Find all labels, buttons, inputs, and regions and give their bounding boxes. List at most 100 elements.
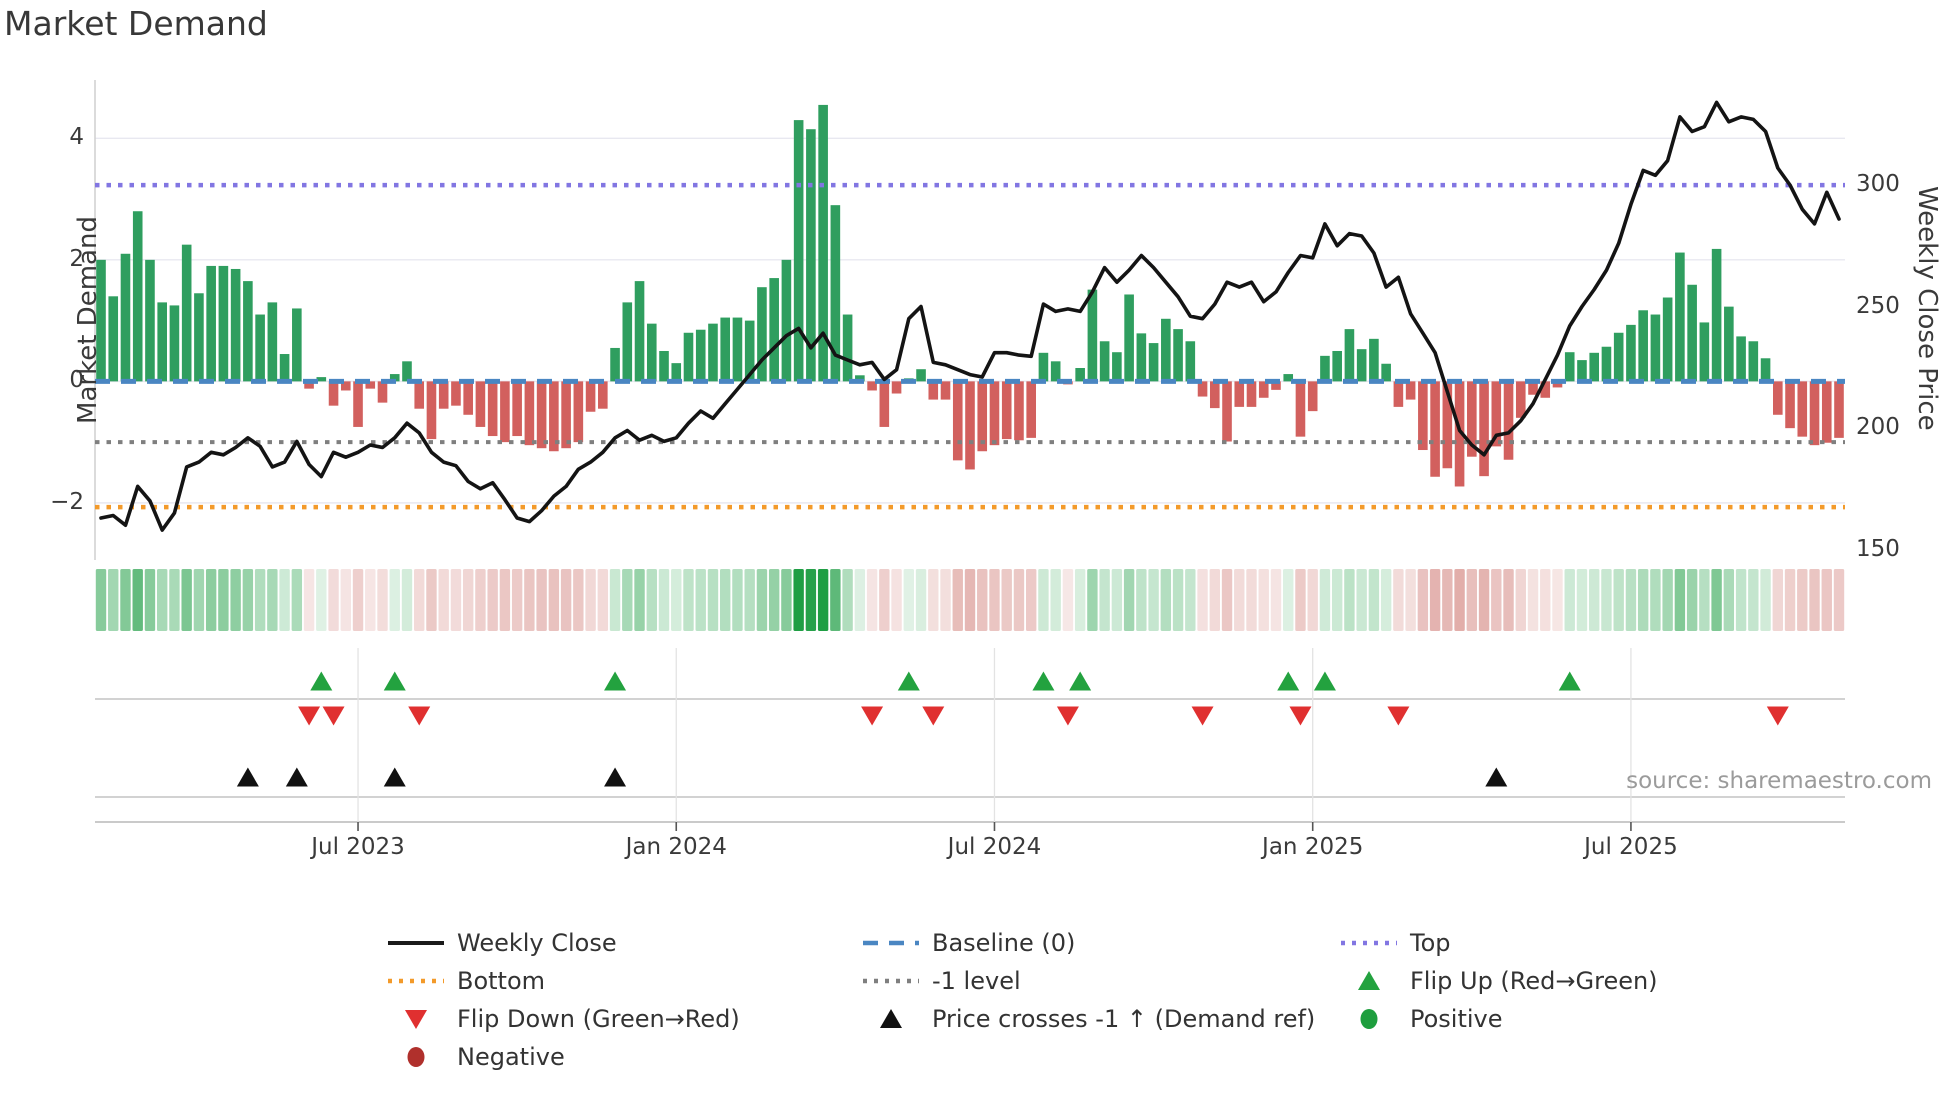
heatmap-cell (328, 569, 339, 631)
demand-bar (1601, 346, 1612, 382)
heatmap-cell (1637, 569, 1649, 631)
heatmap-cell (1576, 569, 1588, 631)
demand-bar (671, 363, 682, 382)
demand-bar (438, 381, 449, 409)
price-cross-marker (236, 767, 259, 787)
demand-bar (414, 381, 425, 409)
heatmap-cell (181, 569, 192, 631)
heatmap-cell (169, 569, 180, 631)
demand-bar (879, 381, 890, 427)
flip-down-marker (1766, 706, 1789, 726)
demand-bar (1124, 294, 1134, 382)
heatmap-cell (732, 569, 743, 631)
demand-bar (194, 293, 204, 382)
heatmap-cell (132, 569, 143, 631)
demand-bar (181, 244, 192, 382)
legend-label: Weekly Close (457, 929, 617, 957)
heatmap-cell (1380, 569, 1392, 631)
demand-bar (1112, 352, 1122, 382)
legend: Weekly Close Baseline (0) Top Bottom -1 leve… (0, 920, 1960, 1090)
demand-bar (549, 381, 559, 452)
demand-bar (830, 205, 841, 382)
heatmap-cell (1674, 569, 1686, 631)
heatmap-cell (609, 569, 621, 631)
demand-bar (1087, 289, 1098, 382)
heatmap-cell (1087, 569, 1098, 631)
heatmap-cell (1784, 569, 1796, 631)
demand-bar (1626, 324, 1636, 382)
heatmap-cell (156, 569, 168, 631)
demand-bar (744, 320, 755, 382)
legend-label: Flip Up (Red→Green) (1410, 967, 1658, 995)
heatmap-cell (915, 569, 927, 631)
line-solid-legend-swatch (385, 930, 447, 956)
demand-bar (720, 317, 731, 382)
demand-bar (500, 381, 510, 443)
heatmap-cell (1797, 569, 1808, 631)
heatmap-cell (1466, 569, 1478, 631)
flip-up-marker (310, 671, 333, 691)
demand-bar (267, 302, 278, 382)
heatmap-cell (879, 569, 890, 631)
demand-bar (475, 381, 486, 427)
heatmap-cell (940, 569, 951, 631)
demand-bar (132, 211, 143, 382)
demand-bar (1356, 349, 1367, 382)
heatmap-cell (1723, 569, 1735, 631)
demand-bar (1173, 329, 1183, 382)
weekly-close-line (99, 100, 1841, 532)
heatmap-cell (1650, 569, 1661, 631)
right-axis-tick: 300 (1856, 170, 1900, 197)
heatmap-cell (291, 569, 303, 631)
heatmap-cell (573, 569, 584, 631)
demand-bar (1454, 381, 1465, 487)
heatmap-cell (744, 569, 755, 631)
heatmap-cell (1454, 569, 1465, 631)
demand-bar (1650, 314, 1661, 382)
demand-bar (1675, 252, 1685, 382)
demand-bar (1760, 358, 1771, 382)
heatmap-cell (414, 569, 425, 631)
left-axis-label: Market Demand (73, 216, 103, 424)
heatmap-cell (903, 569, 915, 631)
demand-bar (1344, 329, 1355, 382)
demand-bar (1234, 381, 1245, 407)
demand-bar (1320, 355, 1330, 382)
legend-label: -1 level (932, 967, 1021, 995)
demand-bar (977, 381, 988, 452)
heatmap-cell (1209, 569, 1220, 631)
legend-item: Positive (1338, 1004, 1503, 1034)
heatmap-cell (854, 569, 866, 631)
tri-down-legend-swatch (385, 1006, 447, 1032)
flip-up-marker (1313, 671, 1336, 691)
right-axis-tick: 250 (1856, 292, 1900, 319)
flip-down-marker (922, 706, 945, 726)
heatmap-cell (1625, 569, 1637, 631)
heatmap-cell (316, 569, 327, 631)
heatmap-cell (401, 569, 413, 631)
demand-bar (1748, 341, 1759, 382)
demand-bar (120, 253, 131, 382)
demand-bar (1418, 381, 1428, 451)
heatmap-cell (1099, 569, 1110, 631)
heatmap-cell (952, 569, 963, 631)
demand-bar (451, 381, 461, 406)
x-axis-tick: Jan 2024 (625, 834, 727, 860)
heatmap-cell (1074, 569, 1086, 631)
demand-bar (1515, 381, 1526, 418)
right-axis-tick: 150 (1856, 535, 1900, 562)
heatmap-cell (499, 569, 511, 631)
heatmap-cell (487, 569, 498, 631)
legend-label: Bottom (457, 967, 546, 995)
flip-down-marker (408, 706, 431, 726)
heatmap-cell (230, 569, 241, 631)
legend-item: Price crosses -1 ↑ (Demand ref) (860, 1004, 1315, 1034)
legend-item: Top (1338, 928, 1451, 958)
heatmap-cell (683, 569, 694, 631)
demand-bar (842, 314, 853, 382)
demand-bar (145, 259, 155, 382)
demand-bar (928, 381, 939, 400)
heatmap-cell (1013, 569, 1025, 631)
heatmap-cell (658, 569, 670, 631)
